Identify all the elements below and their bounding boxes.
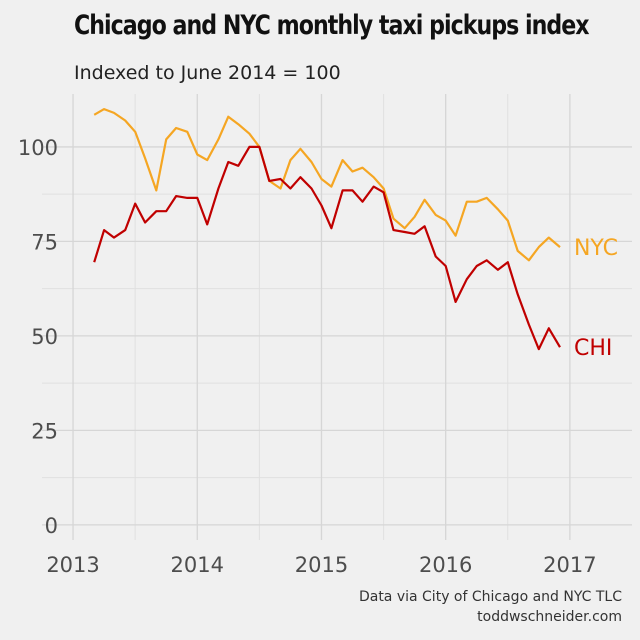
chart-title: Chicago and NYC monthly taxi pickups ind… [74, 10, 590, 41]
x-tick-label: 2014 [171, 553, 224, 577]
caption-site: toddwschneider.com [477, 609, 622, 625]
x-tick-label: 2016 [419, 553, 472, 577]
grid [42, 94, 632, 540]
y-tick-label: 50 [31, 325, 58, 349]
y-tick-label: 25 [31, 419, 58, 443]
x-tick-label: 2015 [295, 553, 348, 577]
y-tick-label: 0 [45, 514, 58, 538]
x-tick-label: 2013 [46, 553, 99, 577]
series-label-chi: CHI [574, 336, 612, 361]
series-line-chi [93, 145, 561, 351]
series-lines [93, 107, 561, 351]
chart-subtitle: Indexed to June 2014 = 100 [74, 62, 341, 84]
series-label-nyc: NYC [574, 236, 618, 261]
y-tick-label: 100 [18, 136, 58, 160]
x-tick-label: 2017 [543, 553, 596, 577]
y-tick-label: 75 [31, 230, 58, 254]
series-line-nyc [93, 107, 561, 262]
caption: Data via City of Chicago and NYC TLC tod… [359, 587, 622, 627]
tick-labels: 0 25 50 75 100 2013 2014 2015 2016 2017 [18, 136, 597, 577]
caption-source: Data via City of Chicago and NYC TLC [358, 589, 622, 605]
series-labels: NYC CHI [574, 236, 618, 361]
